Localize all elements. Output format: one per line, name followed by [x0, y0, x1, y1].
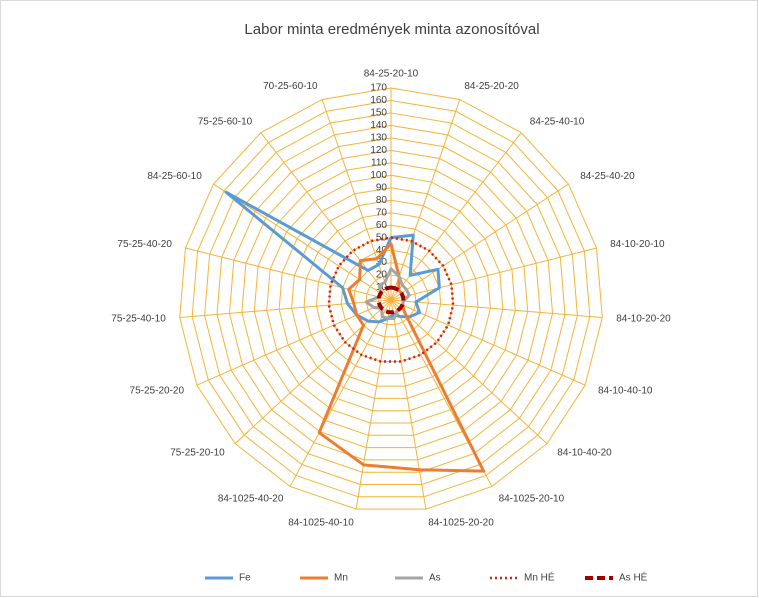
category-label: 75-25-40-10: [111, 313, 166, 324]
spoke: [355, 299, 392, 510]
category-label: 84-1025-40-20: [218, 493, 284, 504]
category-label: 84-10-20-20: [616, 313, 671, 324]
grid-ring: [278, 187, 504, 412]
category-label: 84-25-40-10: [530, 116, 585, 127]
category-label: 84-25-20-10: [364, 69, 419, 80]
spoke: [179, 299, 392, 319]
spoke: [390, 132, 522, 301]
legend-label: As HÉ: [619, 571, 648, 584]
grid-ring: [228, 137, 554, 461]
series-line: [224, 190, 441, 324]
category-label: 75-25-40-20: [117, 239, 172, 250]
r-tick-label: 40: [376, 245, 388, 256]
r-tick-label: 20: [376, 270, 388, 281]
category-label: 84-10-40-10: [598, 385, 653, 396]
grid-ring: [340, 249, 442, 350]
grid-ring: [315, 224, 467, 375]
r-tick-label: 90: [376, 182, 388, 193]
legend-label: As: [429, 573, 441, 584]
spoke: [213, 183, 392, 301]
category-label: 84-1025-40-10: [288, 518, 354, 529]
spoke: [390, 299, 548, 444]
spoke: [289, 299, 392, 487]
category-label: 84-10-40-20: [557, 448, 612, 459]
legend-label: Fe: [239, 573, 251, 584]
spoke: [234, 299, 392, 444]
grid-ring: [291, 199, 491, 399]
r-tick-label: 150: [370, 108, 387, 119]
spoke: [196, 299, 392, 386]
category-label: 70-25-60-10: [263, 81, 318, 92]
category-label: 75-25-20-10: [170, 448, 225, 459]
grid-ring: [241, 149, 541, 449]
series-line: [376, 285, 406, 315]
category-label: 84-10-20-10: [610, 239, 665, 250]
r-tick-label: 30: [376, 257, 388, 268]
chart-title: Labor minta eredmények minta azonosítóva…: [244, 21, 539, 38]
grid-ring: [204, 112, 578, 486]
spoke: [390, 183, 569, 301]
category-label: 75-25-20-20: [130, 385, 185, 396]
category-label: 84-25-20-20: [464, 81, 519, 92]
category-label: 84-1025-20-20: [428, 518, 494, 529]
grid-ring: [191, 99, 591, 498]
r-tick-label: 170: [370, 83, 387, 94]
category-label: 84-25-40-20: [580, 171, 635, 182]
r-tick-label: 70: [376, 207, 388, 218]
r-tick-label: 10: [376, 282, 388, 293]
r-tick-label: 130: [370, 133, 387, 144]
spoke: [390, 247, 597, 301]
grid-ring: [216, 124, 566, 473]
grid-ring: [179, 87, 603, 510]
category-label: 84-25-60-10: [147, 171, 202, 182]
spoke: [185, 247, 392, 301]
r-tick-label: 50: [376, 232, 388, 243]
category-label: 84-1025-20-10: [499, 493, 565, 504]
r-tick-label: 100: [370, 170, 387, 181]
spoke: [390, 299, 586, 386]
category-label: 75-25-60-10: [198, 116, 253, 127]
grid-ring: [365, 274, 417, 326]
spoke: [390, 299, 427, 510]
legend-label: Mn: [334, 573, 348, 584]
spoke: [260, 132, 392, 301]
r-tick-label: 60: [376, 220, 388, 231]
r-tick-label: 110: [371, 157, 387, 168]
r-tick-label: 80: [376, 195, 388, 206]
spoke: [321, 99, 392, 301]
spoke: [390, 299, 603, 319]
legend-label: Mn HÉ: [524, 571, 555, 584]
r-tick-label: 140: [370, 120, 387, 131]
grid-ring: [303, 212, 479, 387]
r-tick-label: 120: [370, 145, 387, 156]
spoke: [390, 99, 461, 301]
r-tick-label: 160: [370, 95, 387, 106]
grid-ring: [328, 237, 454, 363]
